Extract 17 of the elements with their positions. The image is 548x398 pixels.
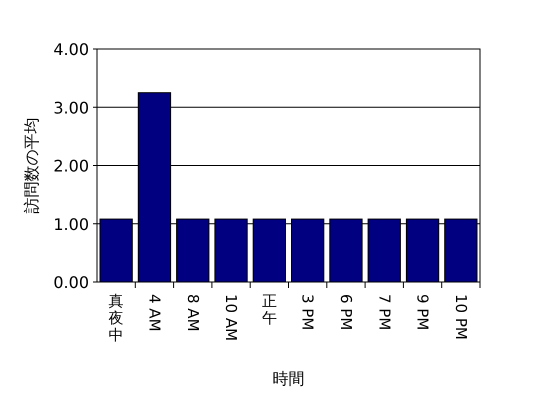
x-tick-label: 10 PM [452,294,470,340]
x-tick-label: 8 AM [184,294,202,332]
x-tick-label: 3 PM [298,294,317,330]
x-tick-label: 正午 [262,292,277,327]
x-axis-title: 時間 [272,369,304,388]
x-tick-label: 真夜中 [108,292,124,344]
x-tick-label: 4 AM [145,294,164,332]
x-tick-label: 9 PM [414,294,432,330]
x-tick-label: 6 PM [336,294,355,330]
y-tick-label: 1.00 [53,214,89,234]
y-axis-title: 訪問数の平均 [22,118,41,214]
x-tick-label: 7 PM [375,294,394,330]
x-tick-label: 10 AM [222,294,240,342]
y-tick-label: 0.00 [53,273,89,292]
y-tick-label: 4.00 [53,40,89,59]
y-tick-label: 2.00 [53,156,89,176]
y-tick-label: 3.00 [53,98,89,118]
